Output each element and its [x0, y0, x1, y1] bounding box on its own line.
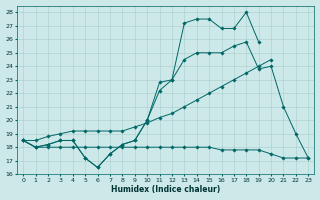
X-axis label: Humidex (Indice chaleur): Humidex (Indice chaleur)	[111, 185, 220, 194]
